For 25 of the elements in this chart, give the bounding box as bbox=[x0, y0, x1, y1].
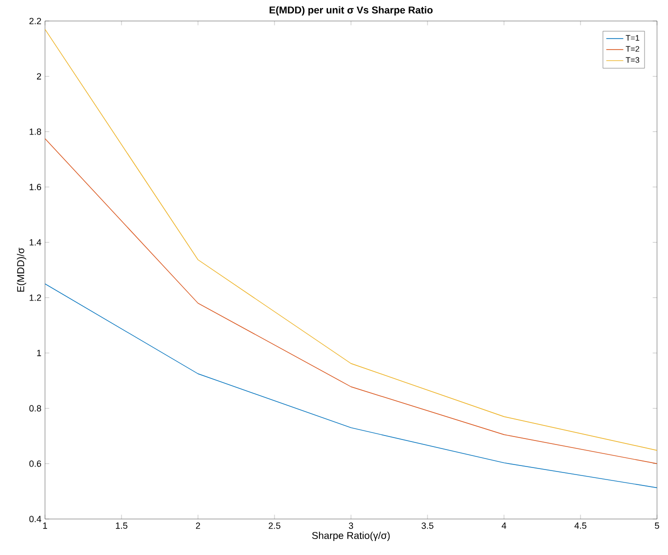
x-tick-label: 3.5 bbox=[422, 522, 434, 529]
x-tick-label: 3 bbox=[348, 522, 354, 529]
line-series bbox=[45, 138, 658, 464]
line-series bbox=[45, 283, 658, 488]
y-tick-label: 0.8 bbox=[29, 405, 42, 412]
x-tick-label: 4 bbox=[502, 522, 506, 529]
y-tick-label: 1.4 bbox=[30, 239, 42, 246]
y-tick-label: 1 bbox=[37, 350, 42, 356]
y-tick-label: 1.8 bbox=[30, 128, 42, 135]
y-tick-label: 2 bbox=[36, 73, 42, 80]
y-tick-label: 1.6 bbox=[30, 184, 42, 190]
x-tick-label: 2 bbox=[196, 522, 200, 529]
y-tick-label: 0.6 bbox=[29, 460, 42, 467]
y-tick-label: 0.4 bbox=[29, 516, 42, 522]
chart-title: E(MDD) per unit σ Vs Sharpe Ratio bbox=[270, 6, 433, 16]
y-tick-label: 1.2 bbox=[30, 294, 42, 301]
y-tick-label: 2.2 bbox=[29, 18, 42, 24]
x-tick-label: 2.5 bbox=[268, 522, 280, 529]
x-tick-label: 1.5 bbox=[116, 522, 128, 529]
x-tick-label: 1 bbox=[43, 522, 48, 529]
x-tick-label: 4.5 bbox=[574, 522, 586, 529]
line-series bbox=[45, 28, 658, 451]
x-axis-title: Sharpe Ratio(γ/σ) bbox=[312, 532, 390, 541]
x-tick-label: 5 bbox=[654, 522, 660, 529]
y-axis-title: E(MDD)/σ bbox=[16, 248, 26, 292]
